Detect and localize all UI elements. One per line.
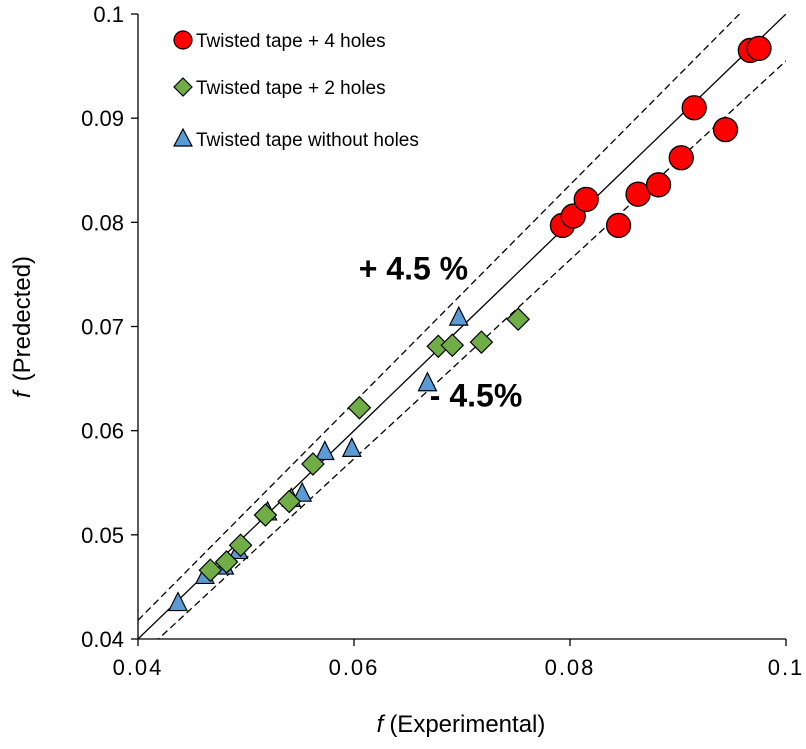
data-point-2-holes (347, 395, 372, 420)
y-tick-label: 0.06 (81, 419, 124, 444)
legend: Twisted tape + 4 holes Twisted tape + 2 … (173, 30, 419, 151)
data-point-without-holes (417, 371, 438, 392)
legend-marker-diamond (173, 77, 193, 97)
x-axis-title: f (Experimental) (377, 711, 546, 738)
data-point-4-holes (645, 172, 672, 198)
legend-label-4-holes: Twisted tape + 4 holes (196, 31, 386, 52)
x-tick-label: 0.08 (545, 655, 596, 680)
tick-labels: 0.04 0.06 0.08 0.1 0.04 0.05 0.06 0.07 0.08 0.09 0… (81, 2, 805, 680)
data-points (167, 35, 772, 612)
y-axis-label: (Predected) (9, 256, 36, 381)
axes (131, 13, 787, 646)
data-point-2-holes (440, 333, 465, 358)
data-point-4-holes (681, 95, 707, 121)
data-point-4-holes (712, 116, 739, 143)
y-tick-label: 0.1 (93, 2, 124, 27)
data-point-without-holes (341, 437, 362, 457)
legend-marker-circle (173, 30, 193, 50)
legend-label-without-holes: Twisted tape without holes (196, 130, 419, 151)
y-tick-label: 0.05 (81, 523, 124, 548)
data-point-2-holes (277, 489, 302, 514)
x-tick-label: 0.04 (113, 655, 164, 680)
x-axis-symbol: f (377, 711, 386, 738)
minus-annotation: - 4.5% (430, 378, 522, 414)
data-point-2-holes (228, 533, 253, 558)
x-tick-label: 0.1 (768, 655, 805, 680)
data-point-without-holes (314, 440, 335, 461)
data-point-4-holes (560, 203, 586, 229)
parity-line (138, 14, 786, 639)
data-point-4-holes (746, 35, 772, 62)
x-axis-label: (Experimental) (389, 711, 545, 738)
y-tick-label: 0.09 (81, 106, 124, 131)
legend-marker-triangle (173, 127, 193, 147)
data-point-2-holes (506, 307, 531, 332)
data-point-2-holes (469, 330, 494, 354)
plus-annotation: + 4.5 % (359, 251, 468, 287)
data-point-4-holes (605, 212, 632, 239)
data-point-without-holes (167, 591, 188, 612)
data-point-without-holes (292, 481, 313, 502)
x-tick-label: 0.06 (329, 655, 380, 680)
data-point-4-holes (625, 181, 651, 207)
data-point-2-holes (214, 550, 239, 574)
y-axis-title: f (Predected) (9, 256, 36, 398)
y-tick-label: 0.07 (81, 315, 124, 340)
y-tick-label: 0.08 (81, 210, 124, 235)
data-point-2-holes (301, 452, 325, 476)
data-point-4-holes (573, 186, 599, 213)
data-point-4-holes (668, 145, 694, 171)
y-tick-label: 0.04 (81, 627, 124, 652)
data-point-2-holes (253, 503, 278, 527)
data-point-2-holes (198, 558, 223, 583)
legend-label-2-holes: Twisted tape + 2 holes (196, 78, 386, 99)
y-axis-symbol: f (9, 389, 36, 398)
data-point-without-holes (448, 305, 469, 326)
